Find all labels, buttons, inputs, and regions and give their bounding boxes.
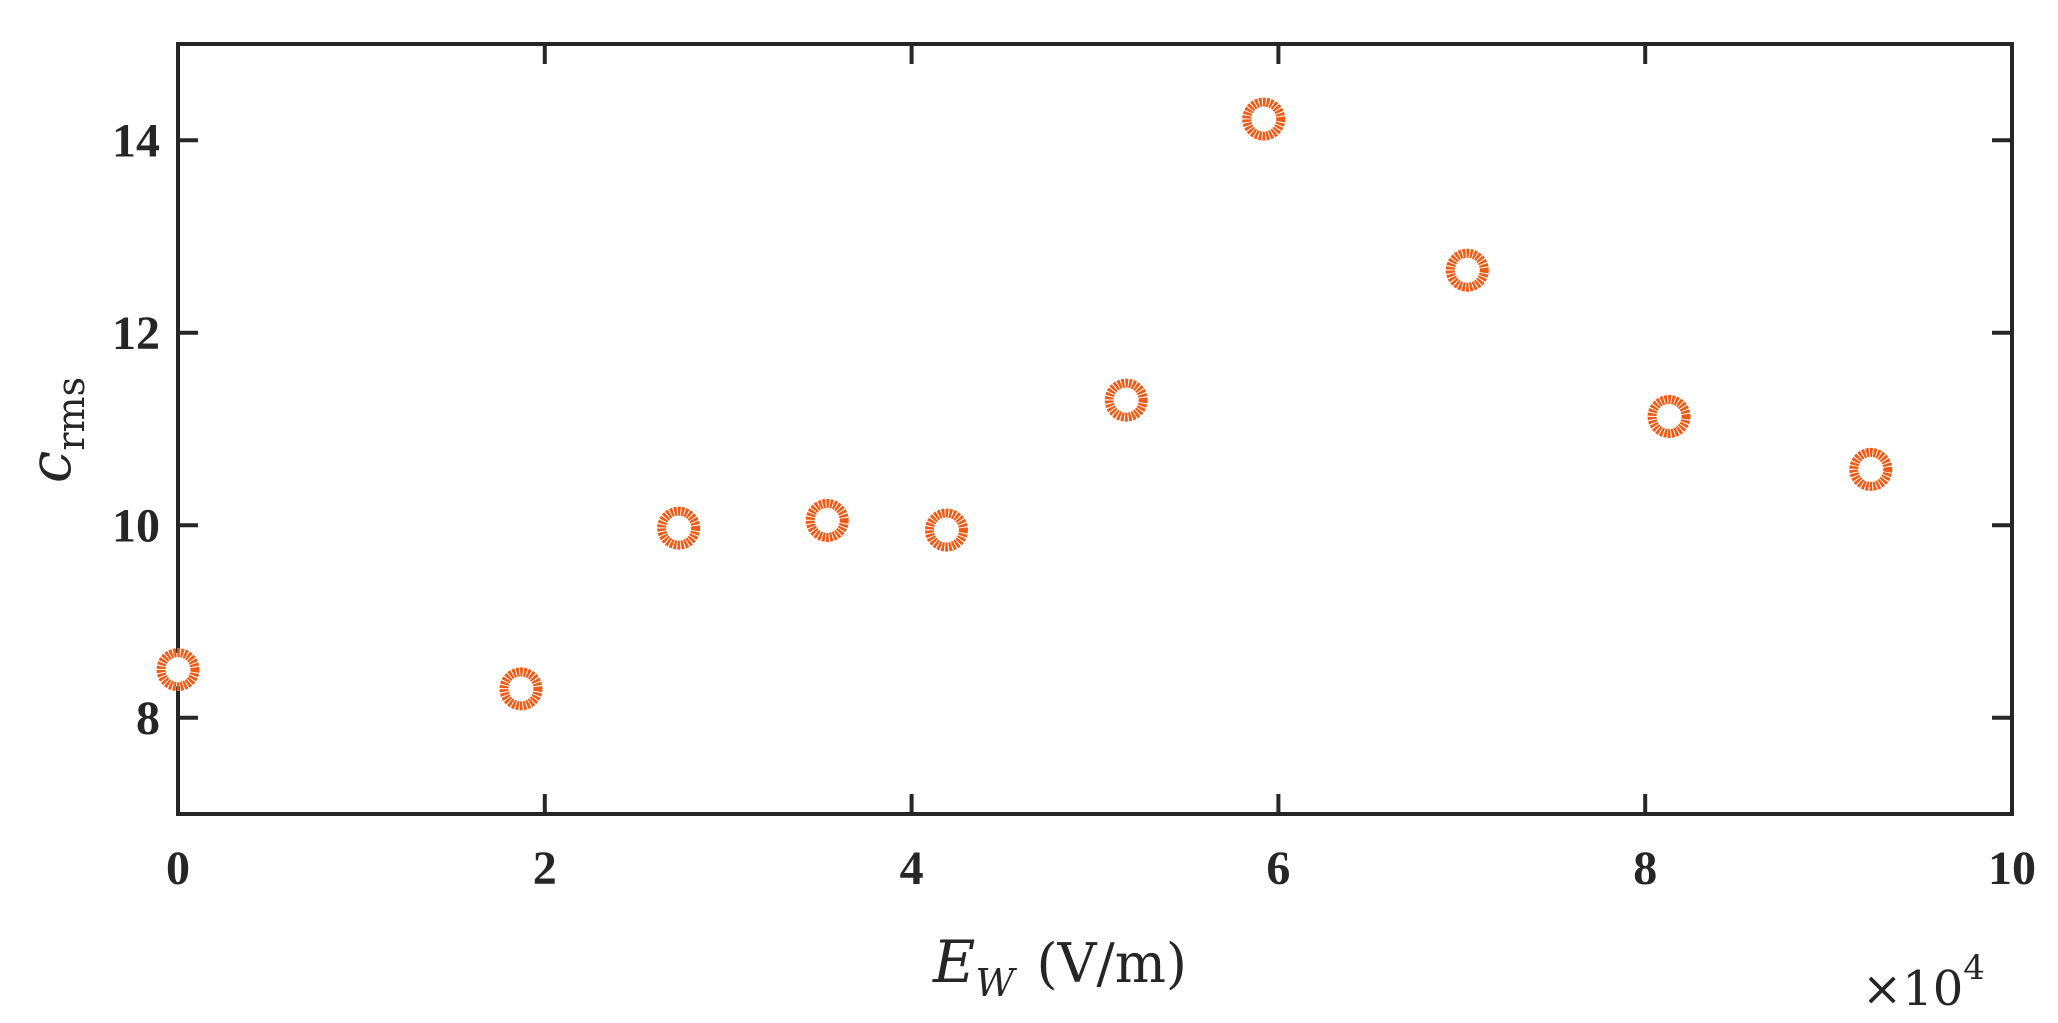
axis-ticks — [176, 44, 2014, 814]
x-multiplier-base: ×10 — [1862, 961, 1963, 1017]
data-point — [499, 667, 543, 711]
data-point — [805, 498, 849, 542]
data-point — [1849, 447, 1893, 491]
x-tick-label: 2 — [533, 842, 557, 895]
x-axis-label-sub: W — [975, 961, 1017, 1005]
plot-area — [176, 42, 2014, 816]
x-tick-label: 0 — [166, 842, 190, 895]
y-tick-label: 14 — [112, 114, 160, 167]
x-axis-label-main: E — [932, 928, 975, 996]
x-axis-multiplier: ×104 — [1862, 948, 1985, 1017]
x-axis-label: EW (V/m) — [932, 928, 1187, 1005]
y-tick-label: 8 — [136, 692, 160, 745]
x-axis-label-unit: (V/m) — [1036, 932, 1187, 995]
y-axis-label-sub: rms — [49, 377, 93, 451]
y-tick-label: 12 — [112, 307, 160, 360]
data-point — [1242, 97, 1286, 141]
y-axis-label: crms — [16, 377, 93, 483]
x-tick-label: 4 — [900, 842, 924, 895]
x-multiplier-exponent: 4 — [1963, 948, 1985, 988]
data-point — [156, 648, 200, 692]
y-axis-label-main: c — [16, 451, 84, 483]
y-tick-label: 10 — [112, 499, 160, 552]
data-point — [1104, 378, 1148, 422]
data-points — [156, 97, 1893, 711]
data-point — [657, 506, 701, 550]
data-point — [924, 508, 968, 552]
x-tick-label: 6 — [1266, 842, 1290, 895]
x-tick-label: 10 — [1988, 842, 2036, 895]
data-point — [1647, 394, 1691, 438]
tick-labels: 0 2 4 6 8 10 8 10 12 14 — [112, 114, 2036, 895]
x-tick-label: 8 — [1633, 842, 1657, 895]
data-point — [1445, 248, 1489, 292]
